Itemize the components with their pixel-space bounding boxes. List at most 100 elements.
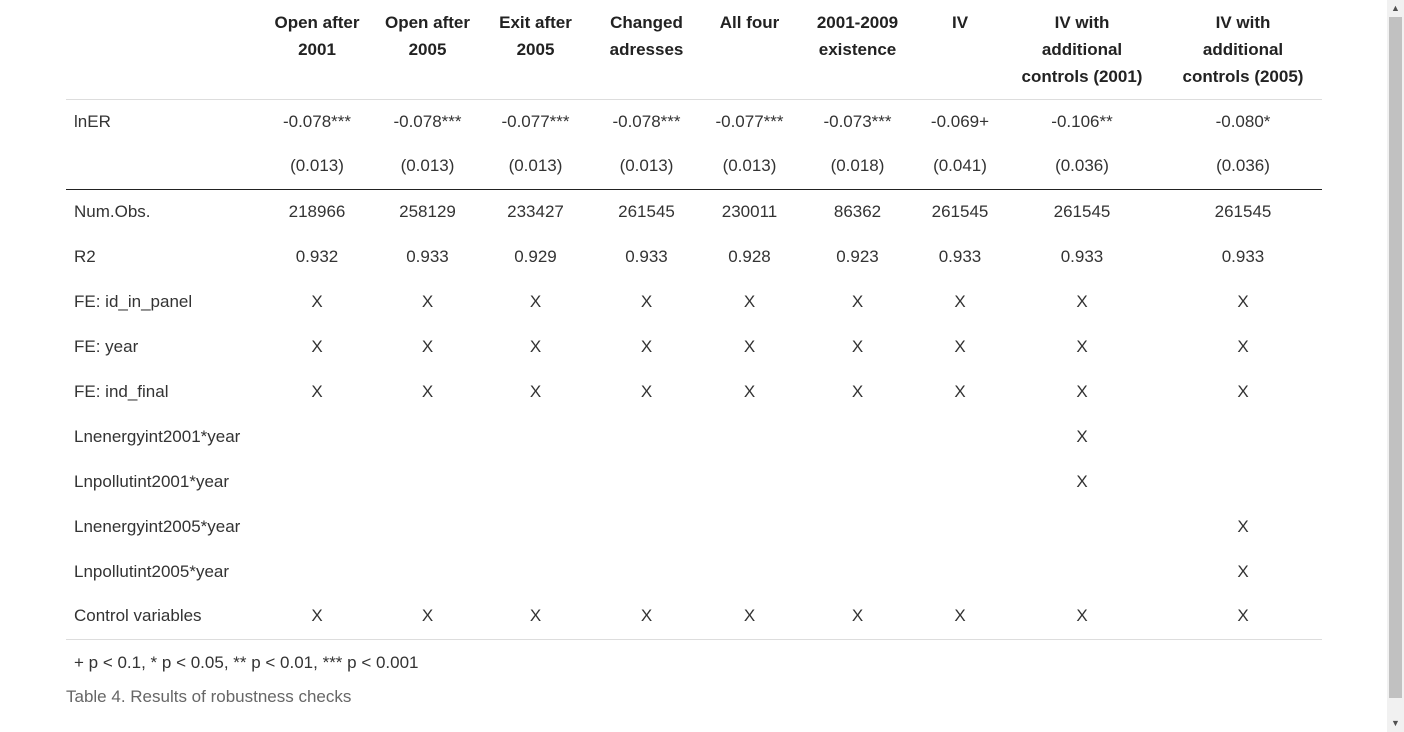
- table-cell: [261, 549, 373, 594]
- header-cell: Changed adresses: [589, 0, 704, 100]
- table-cell: [482, 549, 589, 594]
- table-cell: X: [851, 291, 864, 311]
- table-cell: (0.036): [1164, 144, 1322, 190]
- table-cell: 0.928: [728, 246, 771, 266]
- table-cell: X: [954, 291, 966, 311]
- table-cell: [589, 504, 704, 549]
- table-cell: [795, 549, 920, 594]
- table-row: Control variables X X X X X X X X X: [66, 594, 1322, 640]
- row-label: [66, 144, 261, 190]
- table-cell: 261545: [1214, 201, 1272, 221]
- table-cell: 261545: [618, 201, 675, 221]
- table-cell: -0.069+: [930, 111, 990, 131]
- table-cell: X: [311, 336, 323, 356]
- table-cell: 261545: [931, 201, 989, 221]
- table-cell: [795, 459, 920, 504]
- table-cell: [920, 414, 1000, 459]
- table-cell: X: [1076, 471, 1088, 491]
- table-cell: (0.013): [373, 144, 482, 190]
- table-cell: [589, 459, 704, 504]
- table-cell: X: [311, 381, 323, 401]
- scroll-up-arrow-icon[interactable]: ▲: [1391, 3, 1400, 13]
- table-cell: (0.013): [482, 144, 589, 190]
- table-cell: X: [529, 336, 542, 356]
- table-cell: [795, 504, 920, 549]
- table-cell: 0.933: [625, 246, 668, 266]
- header-cell: All four: [704, 0, 795, 100]
- table-cell: X: [1164, 594, 1322, 640]
- table-cell: [1000, 504, 1164, 549]
- scroll-down-arrow-icon[interactable]: ▼: [1391, 718, 1400, 728]
- table-cell: [1164, 414, 1322, 459]
- table-cell: 233427: [507, 201, 564, 221]
- row-label: Lnenergyint2005*year: [74, 516, 241, 536]
- table-cell: -0.080*: [1215, 111, 1271, 131]
- header-cell: IV with additional controls (2001): [1000, 0, 1164, 100]
- row-label: FE: year: [74, 336, 139, 356]
- table-cell: -0.073***: [823, 111, 892, 131]
- table-cell: X: [1000, 594, 1164, 640]
- table-cell: X: [421, 291, 434, 311]
- vertical-scrollbar[interactable]: ▲ ▼: [1387, 0, 1404, 732]
- table-cell: X: [482, 594, 589, 640]
- table-cell: [261, 504, 373, 549]
- row-label: FE: id_in_panel: [74, 291, 193, 311]
- table-cell: 230011: [721, 201, 778, 221]
- table-cell: X: [1237, 561, 1249, 581]
- table-cell: [589, 414, 704, 459]
- table-cell: [482, 504, 589, 549]
- table-header-row: Open after 2001 Open after 2005 Exit after…: [66, 0, 1322, 100]
- table-cell: 0.933: [1221, 246, 1265, 266]
- table-cell: X: [1237, 381, 1249, 401]
- table-cell: 0.933: [406, 246, 449, 266]
- table-cell: [704, 549, 795, 594]
- table-cell: 0.933: [1060, 246, 1104, 266]
- table-cell: X: [529, 381, 542, 401]
- row-label: R2: [74, 246, 96, 266]
- table-caption: Table 4. Results of robustness checks: [66, 686, 352, 706]
- row-label: FE: ind_final: [74, 381, 169, 401]
- table-cell: [920, 504, 1000, 549]
- table-cell: X: [743, 381, 756, 401]
- scrollbar-thumb[interactable]: [1389, 17, 1402, 698]
- table-cell: -0.078***: [393, 111, 462, 131]
- results-table: Open after 2001 Open after 2005 Exit after…: [66, 0, 1322, 640]
- table-cell: (0.013): [704, 144, 795, 190]
- document-content: Open after 2001 Open after 2005 Exit after…: [66, 0, 1322, 708]
- table-cell: [373, 459, 482, 504]
- table-cell: X: [1237, 336, 1249, 356]
- table-cell: 0.933: [938, 246, 982, 266]
- row-label: Lnpollutint2001*year: [74, 471, 230, 491]
- table-cell: X: [743, 291, 756, 311]
- table-cell: [373, 504, 482, 549]
- table-cell: X: [529, 291, 542, 311]
- table-cell: -0.077***: [501, 111, 570, 131]
- table-row: (0.013) (0.013) (0.013) (0.013) (0.013) (0.01…: [66, 144, 1322, 190]
- table-body: lnER -0.078*** -0.078*** -0.077*** -0.078***…: [66, 99, 1322, 640]
- table-notes: + p < 0.1, * p < 0.05, ** p < 0.01, *** …: [74, 652, 419, 672]
- table-cell: X: [704, 594, 795, 640]
- header-cell: Open after 2001: [261, 0, 373, 100]
- table-cell: 218966: [288, 201, 346, 221]
- table-cell: X: [1076, 426, 1088, 446]
- row-label: Control variables: [66, 594, 261, 640]
- table-cell: X: [851, 336, 864, 356]
- table-cell: [704, 459, 795, 504]
- table-row: lnER -0.078*** -0.078*** -0.077*** -0.078***…: [66, 99, 1322, 144]
- table-cell: 0.923: [836, 246, 879, 266]
- table-cell: 258129: [399, 201, 456, 221]
- table-cell: X: [640, 336, 653, 356]
- table-cell: X: [311, 291, 323, 311]
- table-cell: X: [640, 291, 653, 311]
- table-cell: X: [421, 336, 434, 356]
- table-cell: [1000, 549, 1164, 594]
- table-cell: X: [589, 594, 704, 640]
- table-cell: 0.932: [295, 246, 339, 266]
- table-row: FE: id_in_panel X X X X X X X X X: [66, 279, 1322, 324]
- table-cell: X: [373, 594, 482, 640]
- table-row: Lnenergyint2005*year X: [66, 504, 1322, 549]
- table-row: FE: year X X X X X X X X X: [66, 324, 1322, 369]
- table-cell: X: [1237, 516, 1249, 536]
- table-cell: X: [1076, 336, 1088, 356]
- table-cell: -0.078***: [612, 111, 681, 131]
